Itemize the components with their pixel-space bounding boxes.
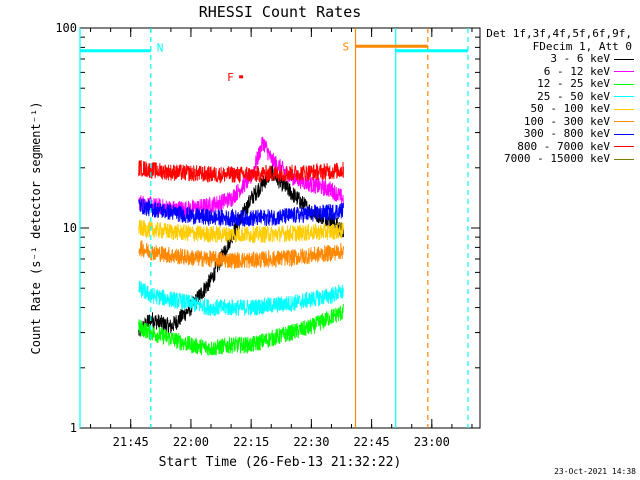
x-tick-label: 22:00 <box>173 435 209 449</box>
legend-label: 7000 - 15000 keV <box>504 152 610 165</box>
legend-swatch <box>614 96 634 98</box>
y-tick-label: 1 <box>70 421 77 435</box>
legend-swatch <box>614 83 634 85</box>
chart-title: RHESSI Count Rates <box>199 3 362 21</box>
legend-header-line-1: Det 1f,3f,4f,5f,6f,9f, <box>486 27 632 40</box>
legend-swatch <box>614 121 634 123</box>
x-tick-label: 21:45 <box>113 435 149 449</box>
legend-item: 300 - 800 keV <box>478 127 640 141</box>
series-line <box>138 280 344 317</box>
legend-rows: 3 - 6 keV 6 - 12 keV 12 - 25 keV 25 - 50 ke… <box>478 52 640 166</box>
legend-swatch <box>614 108 634 110</box>
series-4 <box>138 219 344 244</box>
x-axis-title: Start Time (26-Feb-13 21:32:22) <box>159 455 402 470</box>
series-2 <box>138 303 344 357</box>
flag-label: F <box>227 71 234 84</box>
marker-group: N S F <box>79 28 469 428</box>
series-line <box>138 160 344 184</box>
y-axis-title: Count Rate (s⁻¹ detector segment⁻¹) <box>29 102 43 355</box>
legend-item: 12 - 25 keV <box>478 77 640 91</box>
x-tick-label: 22:30 <box>293 435 329 449</box>
legend-label: 25 - 50 keV <box>537 89 610 103</box>
legend-item: 100 - 300 keV <box>478 114 640 129</box>
legend-label: 50 - 100 keV <box>530 102 610 115</box>
legend-swatch <box>614 146 634 148</box>
flag-label: N <box>157 42 164 55</box>
series-7 <box>138 160 344 184</box>
series-line <box>138 303 344 357</box>
legend-label: 12 - 25 keV <box>537 77 610 90</box>
legend-label: 100 - 300 keV <box>523 114 610 128</box>
legend-item: 7000 - 15000 keV <box>478 152 640 166</box>
legend-header-line-2: FDecim 1, Att 0 <box>532 39 632 53</box>
x-tick-label: 22:45 <box>354 435 390 449</box>
plot-area: 1 10 100 21:45 22:00 22:15 22:30 22:45 23:00 <box>55 21 481 449</box>
series-6 <box>138 198 344 227</box>
series-line <box>138 219 344 244</box>
legend-item: 6 - 12 keV <box>478 64 640 79</box>
legend-item: 800 - 7000 keV <box>478 139 640 154</box>
legend-swatch <box>614 158 634 160</box>
flag-label: S <box>343 40 350 53</box>
series-group <box>138 136 344 357</box>
footer-timestamp: 23-Oct-2021 14:38 <box>554 467 636 476</box>
series-line <box>138 198 344 227</box>
legend-label: 6 - 12 keV <box>543 64 610 78</box>
legend: Det 1f,3f,4f,5f,6f,9f, FDecim 1, Att 0 3… <box>478 27 640 166</box>
legend-item: 50 - 100 keV <box>478 102 640 116</box>
legend-label: 800 - 7000 keV <box>517 139 610 153</box>
legend-label: 300 - 800 keV <box>523 127 610 140</box>
y-tick-label: 10 <box>63 221 77 235</box>
legend-swatch <box>614 58 634 60</box>
legend-item: 25 - 50 keV <box>478 89 640 104</box>
series-5 <box>138 240 344 269</box>
series-line <box>138 240 344 269</box>
series-3 <box>138 280 344 317</box>
y-tick-label: 100 <box>55 21 77 35</box>
legend-item: 3 - 6 keV <box>478 52 640 66</box>
x-tick-label: 22:15 <box>233 435 269 449</box>
legend-swatch <box>614 71 634 73</box>
legend-swatch <box>614 133 634 135</box>
legend-label: 3 - 6 keV <box>550 52 610 65</box>
x-tick-label: 23:00 <box>414 435 450 449</box>
